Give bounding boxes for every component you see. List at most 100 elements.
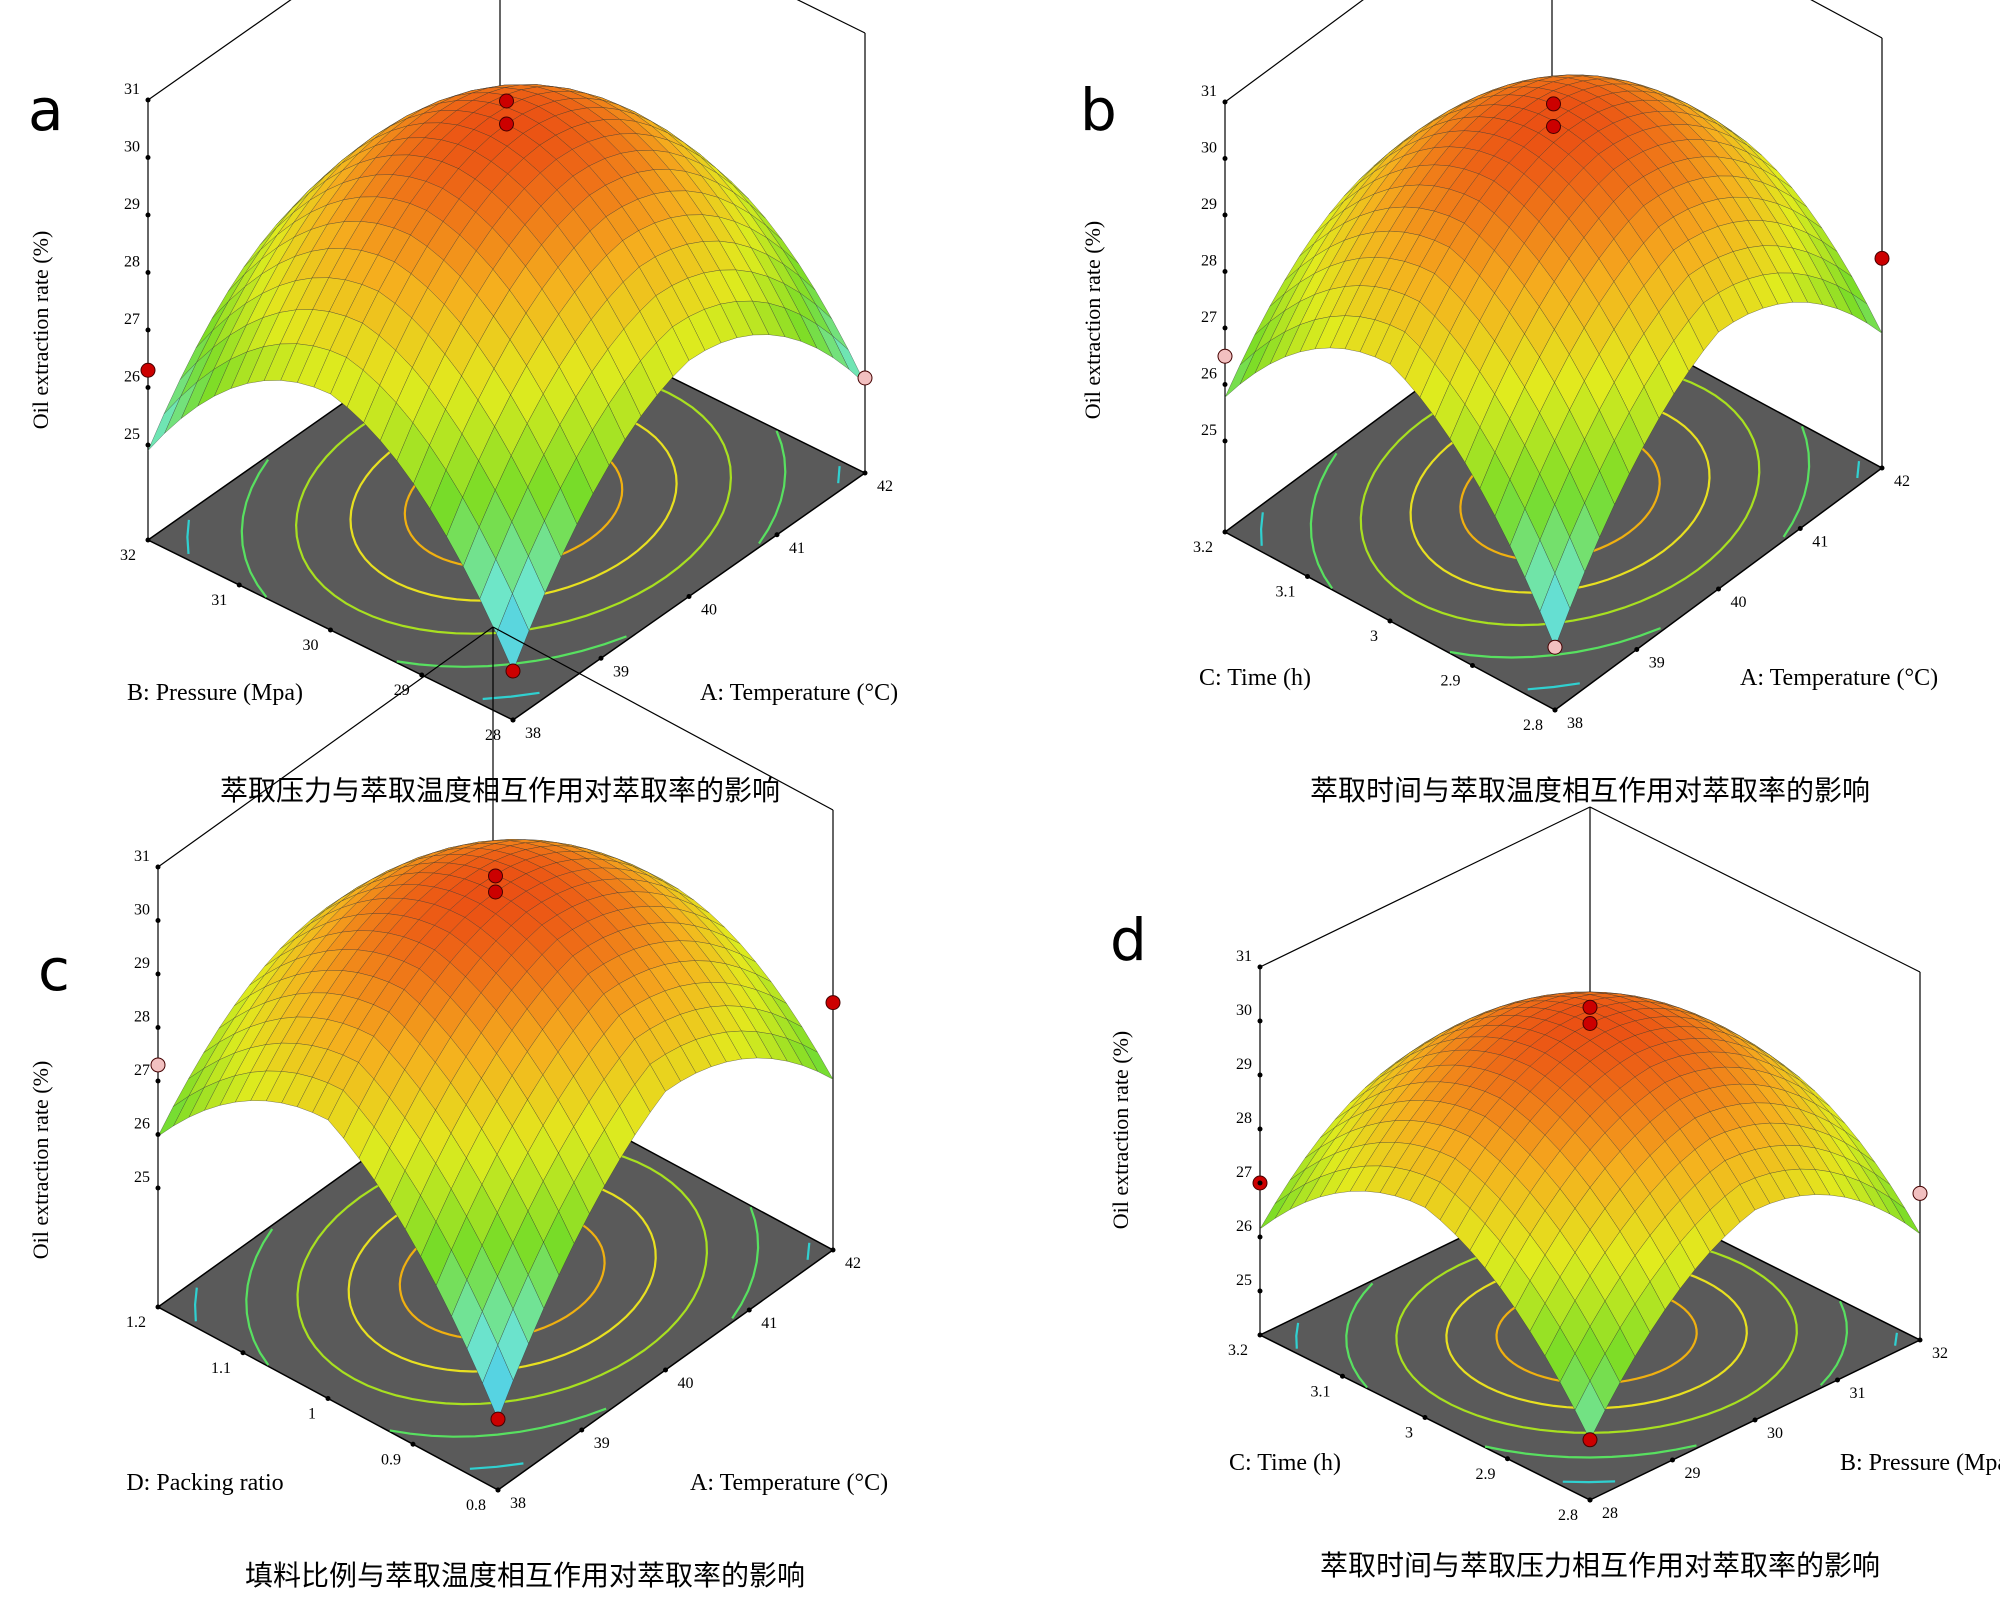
y-tick-mark [1305,574,1310,579]
z-axis-label: Oil extraction rate (%) [1080,221,1105,420]
x-tick-mark [1797,526,1803,531]
panel-c: 25 26 27 28 29 30 31 38 39 40 41 42 0.8 0.9 1 1.1 1.2 A: … [28,626,888,1592]
y-tick-mark [1257,1332,1263,1338]
z-tick-mark [145,97,151,103]
y-tick-mark [1222,529,1228,535]
z-tick-mark [1222,212,1228,218]
z-tick-label: 28 [134,1009,150,1026]
design-point [1547,639,1563,655]
x-tick-mark [579,1427,585,1433]
x-tick-label: 38 [1567,715,1583,732]
y-axis-label: C: Time (h) [1199,665,1311,691]
top-back-left-edge [1224,0,1364,103]
panel-caption: 萃取时间与萃取温度相互作用对萃取率的影响 [1310,774,1870,807]
x-tick-label: 29 [1685,1465,1701,1482]
y-tick-mark [328,627,333,633]
response-surface [157,839,834,1420]
z-tick-label: 26 [1236,1218,1252,1235]
z-tick-label: 27 [1201,309,1217,326]
x-tick-mark [1917,1337,1923,1343]
y-axis-label: B: Pressure (Mpa) [127,680,303,706]
x-tick-label: 30 [1767,1425,1783,1442]
panel-caption: 萃取时间与萃取压力相互作用对萃取率的影响 [1320,1549,1880,1582]
design-point [1217,348,1233,364]
x-tick-label: 41 [1812,534,1828,551]
x-tick-label: 40 [1731,594,1747,611]
z-tick-mark [145,270,151,275]
z-tick-label: 25 [1201,422,1217,439]
z-tick-label: 29 [1236,1056,1252,1073]
z-tick-label: 27 [1236,1164,1252,1181]
z-tick-label: 26 [1201,366,1217,383]
x-tick-mark [774,532,780,538]
x-tick-mark [1716,586,1721,592]
y-tick-label: 32 [120,547,136,564]
z-tick-mark [1222,438,1228,444]
z-tick-label: 29 [1201,196,1217,213]
z-tick-mark [155,1132,161,1137]
top-back-left-edge [1259,806,1591,968]
z-tick-mark [145,155,151,160]
design-point [1874,250,1890,266]
z-tick-label: 25 [124,426,140,443]
z-tick-label: 31 [1201,83,1217,100]
z-tick-label: 26 [124,369,140,386]
y-tick-label: 30 [303,637,319,654]
y-tick-mark [1340,1373,1345,1379]
panel-letter: d [1110,906,1147,974]
x-tick-label: 38 [525,725,541,742]
z-tick-mark [145,385,151,390]
y-tick-mark [240,1350,246,1356]
z-tick-label: 27 [134,1062,150,1079]
y-tick-label: 3 [1405,1425,1413,1442]
z-tick-label: 27 [124,311,140,328]
z-tick-mark [1257,1072,1263,1078]
z-tick-label: 25 [134,1169,150,1186]
z-tick-mark [1257,1180,1263,1186]
y-tick-label: 2.9 [1441,673,1461,690]
surface-cell [1539,572,1571,648]
x-tick-label: 42 [845,1255,861,1272]
y-tick-mark [410,1441,416,1447]
z-tick-mark [1257,1018,1263,1024]
panel-caption: 填料比例与萃取温度相互作用对萃取率的影响 [245,1559,805,1592]
z-tick-mark [145,327,151,333]
design-point [1912,1185,1928,1201]
y-tick-mark [145,537,151,543]
z-tick-label: 31 [1236,948,1252,965]
x-tick-label: 31 [1850,1385,1866,1402]
design-point [150,1057,166,1073]
response-surface [1259,991,1921,1441]
x-tick-label: 32 [1932,1345,1948,1362]
design-point [1546,119,1561,134]
design-point [488,868,503,884]
z-tick-mark [155,1078,161,1084]
z-tick-mark [155,1025,161,1030]
z-tick-label: 28 [1236,1110,1252,1127]
y-tick-label: 0.8 [466,1497,486,1514]
z-tick-label: 30 [1236,1002,1252,1019]
x-tick-label: 39 [1649,655,1665,672]
z-tick-label: 26 [134,1116,150,1133]
y-tick-label: 3.1 [1311,1383,1331,1400]
panel-caption: 萃取压力与萃取温度相互作用对萃取率的影响 [220,774,780,807]
y-tick-label: 1 [308,1406,316,1423]
design-point [1546,96,1561,112]
z-axis-label: Oil extraction rate (%) [1108,1031,1133,1230]
z-tick-mark [155,1185,161,1191]
z-tick-label: 28 [124,254,140,271]
top-back-right-edge [1810,0,1883,39]
top-back-right-edge [492,626,834,811]
z-tick-label: 29 [134,955,150,972]
response-surface [147,84,866,672]
design-point [1582,1016,1598,1031]
design-point [140,362,156,378]
design-point [857,370,873,386]
z-tick-mark [1222,99,1228,105]
z-tick-mark [155,918,161,923]
x-tick-mark [1835,1377,1840,1383]
y-tick-label: 3.2 [1193,539,1213,556]
z-tick-mark [155,971,161,977]
x-tick-label: 39 [613,663,629,680]
